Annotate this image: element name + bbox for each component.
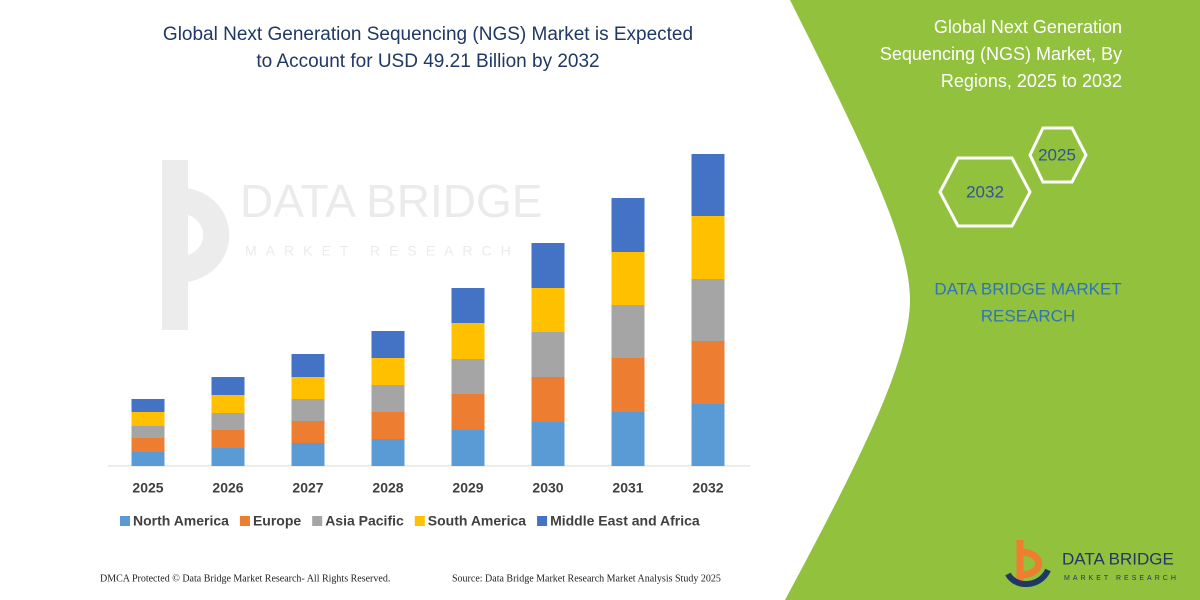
bar-segment: [611, 252, 645, 305]
side-background: [785, 0, 1200, 600]
side-title: Global Next Generation: [934, 17, 1122, 37]
x-tick-label: 2026: [212, 480, 243, 496]
bar-segment: [531, 377, 565, 422]
bar-segment: [131, 399, 165, 412]
bar-segment: [291, 399, 325, 421]
footer-left: DMCA Protected © Data Bridge Market Rese…: [100, 573, 390, 584]
bar-segment: [211, 395, 245, 413]
bar-segment: [531, 422, 565, 466]
watermark-title: DATA BRIDGE: [240, 175, 542, 227]
bar-segment: [211, 413, 245, 430]
bar-segment: [371, 412, 405, 439]
bar-segment: [291, 421, 325, 443]
bar-segment: [691, 154, 725, 216]
chart-title: Global Next Generation Sequencing (NGS) …: [163, 24, 693, 45]
legend-swatch: [239, 516, 250, 526]
bar-segment: [371, 331, 405, 358]
legend-label: Asia Pacific: [325, 513, 404, 529]
legend-swatch: [120, 516, 130, 526]
logo: DATA BRIDGE MARKET RESEARCH: [1005, 540, 1179, 587]
bar-segment: [211, 430, 245, 448]
bar-segment: [451, 323, 485, 359]
bar-segment: [531, 243, 565, 288]
bar-segment: [611, 358, 645, 412]
bar-segment: [611, 198, 645, 252]
bar-segment: [611, 305, 645, 358]
brand-text: DATA BRIDGE MARKET: [934, 279, 1121, 298]
side-title: Sequencing (NGS) Market, By: [880, 44, 1122, 64]
watermark-icon: [162, 160, 230, 330]
logo-icon: [1016, 540, 1043, 585]
brand-text: RESEARCH: [981, 306, 1075, 325]
legend-label: South America: [428, 513, 526, 529]
logo-title: DATA BRIDGE: [1062, 549, 1174, 568]
bar-segment: [131, 452, 165, 466]
legend-swatch: [414, 516, 425, 526]
bar-segment: [691, 216, 725, 279]
bar-segment: [371, 439, 405, 466]
bar-segment: [371, 358, 405, 385]
watermark: DATA BRIDGE MARKET RESEARCH: [162, 160, 542, 330]
legend-swatch: [312, 516, 323, 526]
bar-segment: [531, 332, 565, 377]
bar-segment: [131, 438, 165, 452]
bar-segment: [371, 385, 405, 412]
bar-segment: [131, 412, 165, 426]
bar-segment: [691, 341, 725, 404]
bar-segment: [611, 412, 645, 466]
x-tick-label: 2028: [372, 480, 403, 496]
watermark-subtitle: MARKET RESEARCH: [245, 243, 520, 259]
hexagon-label: 2032: [966, 182, 1004, 201]
bar-segment: [291, 443, 325, 466]
hexagon: [1028, 126, 1088, 184]
x-tick-label: 2029: [452, 480, 483, 496]
legend-label: North America: [133, 513, 229, 529]
bar-segment: [451, 288, 485, 323]
x-tick-label: 2025: [132, 480, 163, 496]
logo-subtitle: MARKET RESEARCH: [1064, 575, 1179, 582]
x-tick-label: 2027: [292, 480, 323, 496]
logo-icon: [1005, 568, 1051, 587]
bar-segment: [691, 404, 725, 466]
x-tick-label: 2030: [532, 480, 563, 496]
bar-segment: [451, 359, 485, 394]
bar-segment: [131, 426, 165, 438]
legend-label: Europe: [253, 513, 301, 529]
bar-segment: [691, 279, 725, 341]
bar-segment: [451, 430, 485, 466]
hexagon-label: 2025: [1038, 145, 1076, 164]
hexagon: [938, 156, 1032, 228]
x-tick-label: 2031: [612, 480, 643, 496]
legend-swatch: [537, 516, 548, 526]
footer-right: Source: Data Bridge Market Research Mark…: [452, 573, 721, 584]
bar-segment: [291, 354, 325, 377]
bar-segment: [291, 377, 325, 399]
bar-segment: [531, 288, 565, 332]
bar-segment: [211, 448, 245, 466]
legend-label: Middle East and Africa: [550, 513, 700, 529]
side-title: Regions, 2025 to 2032: [941, 71, 1122, 91]
chart-title: to Account for USD 49.21 Billion by 2032: [256, 51, 599, 72]
x-tick-label: 2032: [692, 480, 723, 496]
bar-segment: [211, 377, 245, 395]
bar-segment: [451, 394, 485, 430]
